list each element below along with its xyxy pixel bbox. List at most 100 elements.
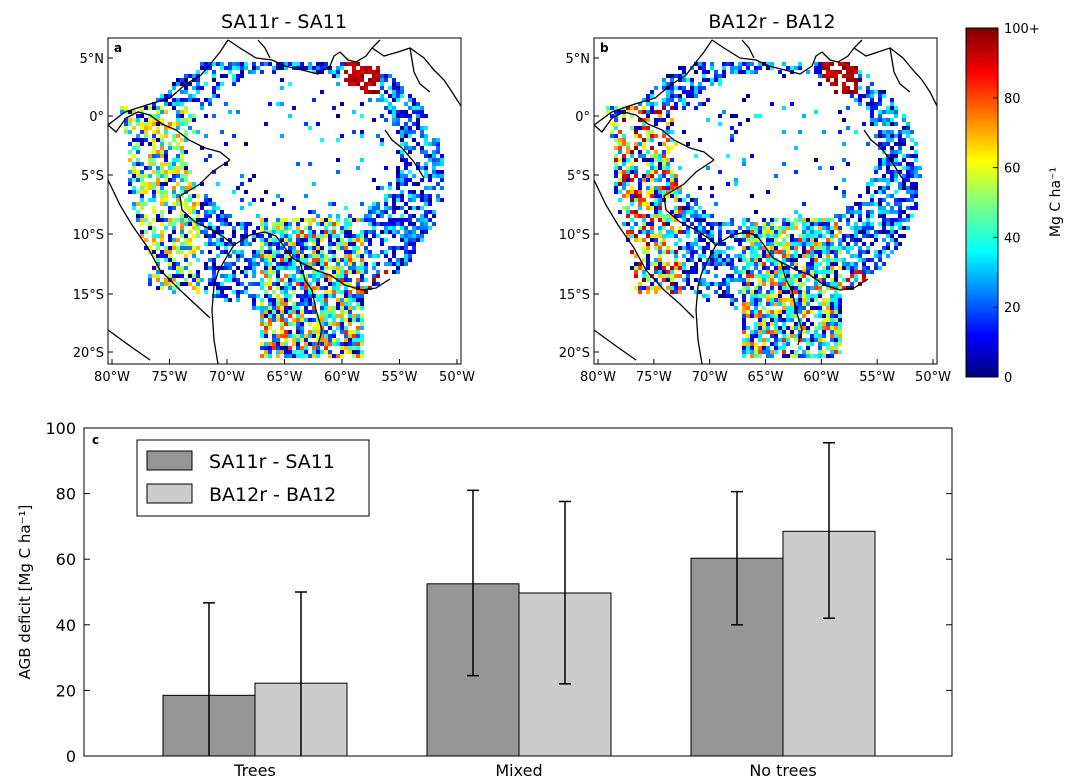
map-cell	[160, 118, 164, 122]
map-cell	[902, 218, 906, 222]
map-cell	[626, 210, 630, 214]
map-cell	[894, 162, 898, 166]
map-cell	[268, 102, 272, 106]
map-cell	[152, 226, 156, 230]
map-cell	[758, 66, 762, 70]
map-cell	[698, 226, 702, 230]
map-cell	[882, 162, 886, 166]
map-cell	[646, 174, 650, 178]
map-cell	[212, 62, 216, 66]
map-cell	[344, 258, 348, 262]
map-cell	[706, 294, 710, 298]
map-cell	[164, 258, 168, 262]
map-cell	[220, 214, 224, 218]
map-cell	[782, 334, 786, 338]
map-cell	[304, 302, 308, 306]
map-cell	[642, 118, 646, 122]
map-cell	[614, 146, 618, 150]
map-cell	[292, 106, 296, 110]
map-cell	[320, 238, 324, 242]
map-cell	[244, 226, 248, 230]
map-cell	[722, 242, 726, 246]
map-cell	[746, 230, 750, 234]
map-cell	[746, 226, 750, 230]
map-cell	[180, 218, 184, 222]
map-cell	[830, 350, 834, 354]
map-cell	[854, 254, 858, 258]
map-cell	[348, 258, 352, 262]
map-cell	[666, 250, 670, 254]
map-cell	[882, 214, 886, 218]
map-cell	[332, 342, 336, 346]
map-cell	[296, 302, 300, 306]
map-cell	[292, 274, 296, 278]
map-cell	[208, 282, 212, 286]
map-cell	[842, 142, 846, 146]
map-cell	[630, 266, 634, 270]
map-cell	[698, 254, 702, 258]
map-cell	[392, 210, 396, 214]
map-cell	[758, 286, 762, 290]
map-cell	[184, 222, 188, 226]
map-cell	[646, 94, 650, 98]
map-cell	[650, 214, 654, 218]
map-cell	[666, 74, 670, 78]
map-cell	[424, 142, 428, 146]
map-cell	[658, 178, 662, 182]
map-cell	[300, 282, 304, 286]
map-cell	[754, 226, 758, 230]
map-cell	[646, 250, 650, 254]
map-cell	[412, 190, 416, 194]
map-cell	[236, 222, 240, 226]
map-cell	[694, 202, 698, 206]
map-cell	[798, 282, 802, 286]
map-cell	[730, 294, 734, 298]
map-cell	[682, 66, 686, 70]
map-cell	[412, 234, 416, 238]
map-cell	[894, 222, 898, 226]
map-cell	[826, 222, 830, 226]
map-cell	[288, 294, 292, 298]
map-cell	[846, 126, 850, 130]
map-cell	[168, 274, 172, 278]
map-cell	[706, 166, 710, 170]
map-cell	[344, 338, 348, 342]
map-cell	[826, 218, 830, 222]
map-cell	[212, 94, 216, 98]
map-cell	[622, 114, 626, 118]
map-cell	[184, 218, 188, 222]
map-cell	[702, 294, 706, 298]
map-cell	[208, 278, 212, 282]
map-cell	[252, 230, 256, 234]
map-cell	[722, 294, 726, 298]
map-cell	[188, 198, 192, 202]
map-cell	[228, 266, 232, 270]
map-cell	[818, 230, 822, 234]
map-panel-a: SA11r - SA11 a 5°N0°5	[73, 11, 475, 385]
map-cell	[156, 178, 160, 182]
map-cell	[890, 218, 894, 222]
map-cell	[404, 258, 408, 262]
map-cell	[424, 162, 428, 166]
error-bars	[203, 442, 835, 756]
map-cell	[870, 82, 874, 86]
map-cell	[646, 110, 650, 114]
map-cell	[906, 130, 910, 134]
map-cell	[782, 350, 786, 354]
map-cell	[340, 350, 344, 354]
map-cell	[352, 342, 356, 346]
map-cell	[746, 270, 750, 274]
map-cell	[332, 286, 336, 290]
map-cell	[324, 234, 328, 238]
map-cell	[778, 318, 782, 322]
map-cell	[762, 330, 766, 334]
map-cell	[838, 310, 842, 314]
map-cell	[380, 82, 384, 86]
map-cell	[180, 274, 184, 278]
map-cell	[320, 90, 324, 94]
map-cell	[814, 294, 818, 298]
map-cell	[140, 142, 144, 146]
map-cell	[710, 282, 714, 286]
map-cell	[866, 246, 870, 250]
map-cell	[180, 146, 184, 150]
